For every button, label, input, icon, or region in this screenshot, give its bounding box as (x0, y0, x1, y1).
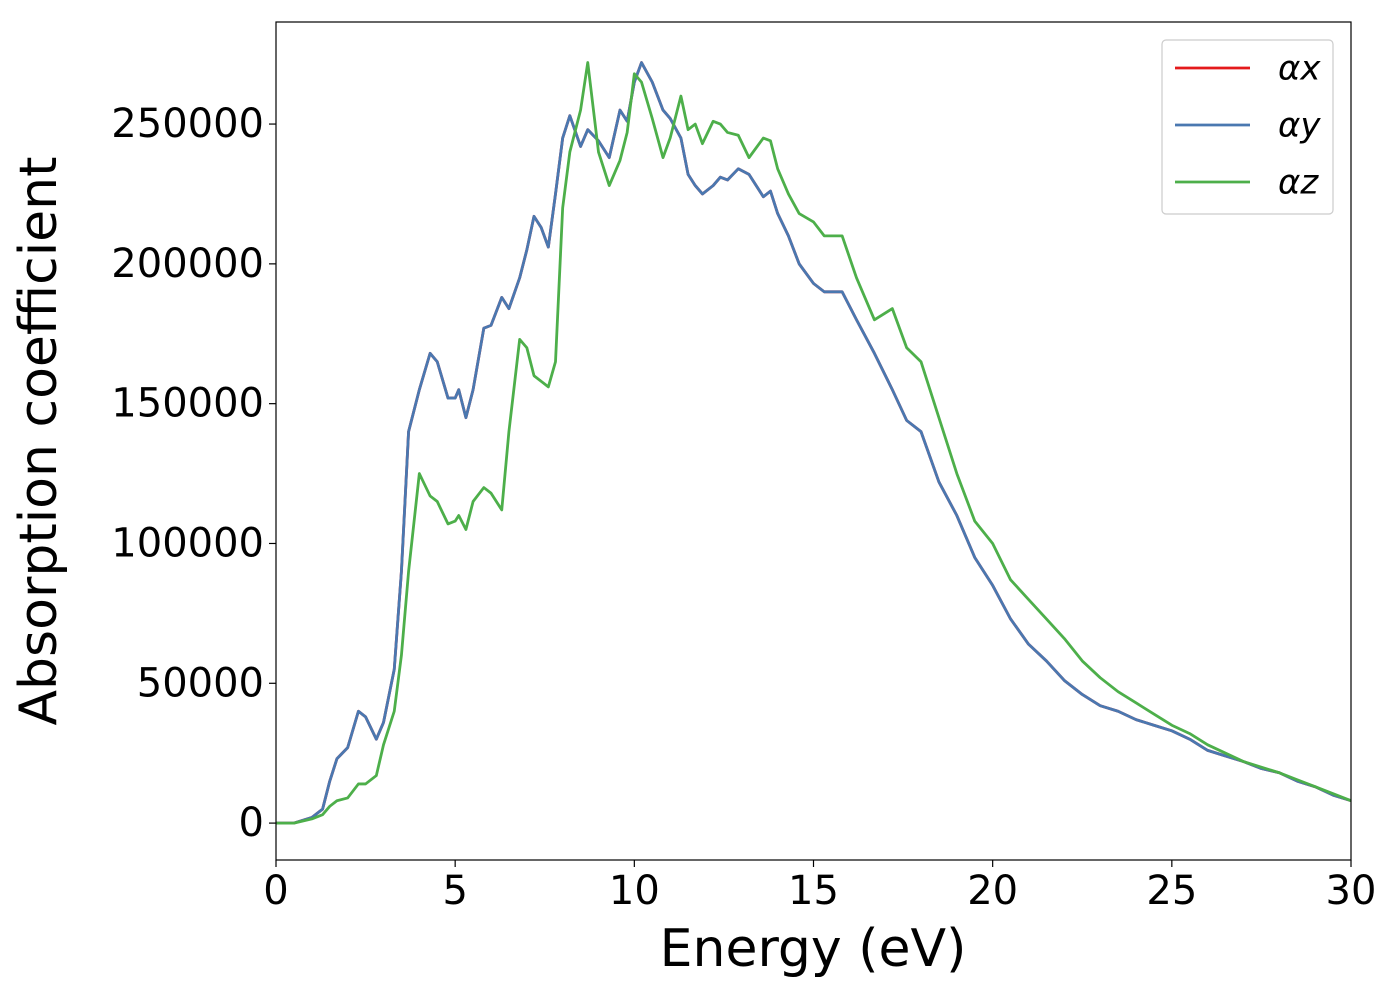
y-tick-label: 200000 (111, 241, 264, 287)
legend-box (1161, 39, 1334, 215)
x-axis-label: Energy (eV) (660, 919, 967, 979)
y-tick-label: 0 (239, 800, 264, 846)
legend-label: αz (1278, 163, 1319, 203)
y-tick-label: 100000 (111, 520, 264, 566)
x-tick-label: 10 (609, 868, 660, 914)
y-tick-label: 250000 (111, 101, 264, 147)
y-tick-label: 50000 (137, 660, 264, 706)
x-tick-label: 30 (1326, 868, 1377, 914)
legend-label: αx (1278, 49, 1321, 89)
y-axis-label: Absorption coefficient (9, 156, 69, 725)
data-line (276, 61, 1352, 825)
x-tick-label: 15 (788, 868, 839, 914)
x-tick-label: 0 (263, 868, 288, 914)
x-tick-label: 20 (967, 868, 1018, 914)
x-tick-label: 5 (442, 868, 467, 914)
y-tick-label: 150000 (111, 381, 264, 427)
x-tick-label: 25 (1146, 868, 1197, 914)
legend-label: αy (1278, 106, 1321, 146)
data-line (276, 61, 1352, 825)
